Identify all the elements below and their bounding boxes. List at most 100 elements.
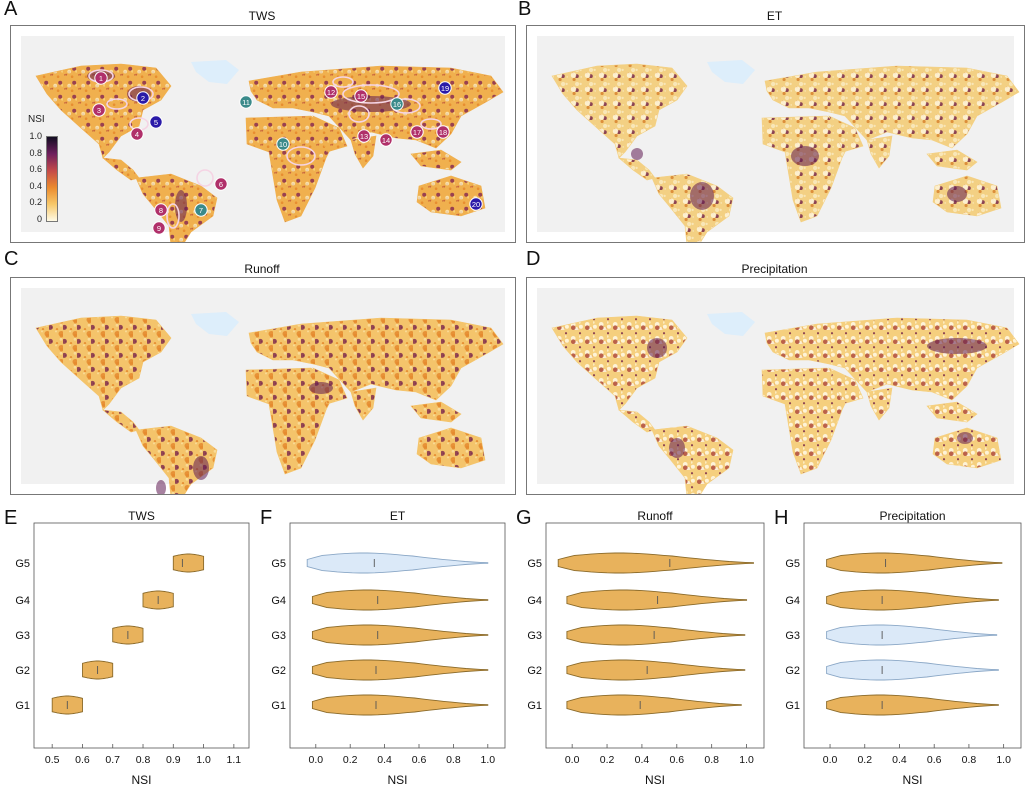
region-marker-12: 12 <box>324 85 338 99</box>
panel-letter-c: C <box>4 248 19 270</box>
violin-panel-g: G Runoff G1 G2 G3 G4 G5 0.0 0.2 0.4 0.6 0.8 1.0 NSI <box>512 500 770 788</box>
violin-g4 <box>826 589 999 611</box>
chart-title: Runoff <box>637 509 673 523</box>
region-marker-label: 6 <box>219 180 223 189</box>
panel-letter: E <box>4 507 17 529</box>
legend-title: NSI <box>28 114 45 125</box>
x-tick-label: 0.8 <box>704 754 719 766</box>
region-marker-label: 3 <box>97 106 101 115</box>
y-tick-label: G3 <box>15 630 30 642</box>
x-tick-label: 0.2 <box>857 754 872 766</box>
y-tick-label: G1 <box>271 700 286 712</box>
map-precipitation <box>526 277 1025 495</box>
panel-letter-a: A <box>4 0 18 20</box>
y-tick-label: G5 <box>785 558 800 570</box>
violin-g2 <box>311 659 489 681</box>
region-marker-label: 8 <box>159 206 163 215</box>
region-marker-label: 16 <box>393 100 401 109</box>
map-title-runoff: Runoff <box>244 262 280 276</box>
violin-panel-h: H Precipitation G1 G2 G3 G4 G5 0.0 0.2 0.4 0.6 0.8 1… <box>770 500 1027 788</box>
nsi-legend: NSI 1.0 0.8 0.6 0.4 0.2 0 <box>22 114 82 226</box>
region-marker-11: 11 <box>239 95 253 109</box>
violin-chart: E TWS G1 G2 G3 G4 G5 0.5 0.6 0.7 0.8 0.9 1.0 1.1 NSI <box>4 507 250 787</box>
y-tick-label: G1 <box>15 700 30 712</box>
panel-letter: H <box>774 507 788 529</box>
violin-chart: G Runoff G1 G2 G3 G4 G5 0.0 0.2 0.4 0.6 0.8 1.0 NSI <box>516 507 765 787</box>
region-marker-7: 7 <box>194 203 208 217</box>
legend-tick-label: 1.0 <box>29 131 42 141</box>
legend-tick-label: 0.8 <box>29 147 42 158</box>
region-marker-4: 4 <box>130 127 144 141</box>
y-tick-label: G3 <box>271 630 286 642</box>
violin-g5 <box>826 552 1003 574</box>
violin-g4 <box>311 589 489 611</box>
x-tick-label: 0.4 <box>635 754 650 766</box>
x-axis-label: NSI <box>902 773 922 787</box>
region-marker-label: 5 <box>154 118 158 127</box>
x-tick-label: 0.6 <box>669 754 684 766</box>
map-title-precipitation: Precipitation <box>741 262 808 276</box>
region-marker-label: 1 <box>99 74 103 83</box>
x-tick-label: 0.4 <box>892 754 907 766</box>
x-tick-label: 0.6 <box>75 754 90 766</box>
violin-g2 <box>826 659 999 681</box>
region-marker-label: 15 <box>357 92 365 101</box>
y-tick-label: G3 <box>527 630 542 642</box>
plot-frame <box>803 522 1022 749</box>
chart-title: TWS <box>128 509 155 523</box>
region-marker-10: 10 <box>276 137 290 151</box>
x-tick-label: 0.9 <box>166 754 181 766</box>
x-tick-label: 0.5 <box>45 754 60 766</box>
y-tick-label: G5 <box>527 558 542 570</box>
region-marker-15: 15 <box>354 89 368 103</box>
region-marker-6: 6 <box>214 177 228 191</box>
x-tick-label: 1.0 <box>196 754 211 766</box>
violin-g3 <box>311 624 489 646</box>
x-axis-label: NSI <box>645 773 665 787</box>
violin-g3 <box>566 624 746 646</box>
plot-frame <box>33 522 250 749</box>
violin-g2 <box>566 659 746 681</box>
violin-g5 <box>306 552 489 574</box>
y-tick-label: G4 <box>271 595 286 607</box>
violin-g1 <box>826 694 999 716</box>
region-marker-2: 2 <box>136 91 150 105</box>
x-tick-label: 0.8 <box>446 754 461 766</box>
region-marker-18: 18 <box>436 125 450 139</box>
violin-panel-e: E TWS G1 G2 G3 G4 G5 0.5 0.6 0.7 0.8 0.9 1.0 1.1 NSI <box>0 500 255 788</box>
region-marker-label: 18 <box>439 128 447 137</box>
region-marker-label: 12 <box>327 88 335 97</box>
x-tick-label: 0.8 <box>136 754 151 766</box>
y-tick-label: G4 <box>15 595 30 607</box>
y-tick-label: G4 <box>785 595 800 607</box>
legend-tick-label: 0.6 <box>29 164 42 175</box>
x-tick-label: 1.1 <box>227 754 242 766</box>
region-marker-label: 20 <box>472 200 480 209</box>
region-marker-label: 10 <box>279 140 287 149</box>
violin-g5 <box>557 552 754 574</box>
x-tick-label: 1.0 <box>480 754 495 766</box>
legend-tick-label: 0 <box>36 214 42 224</box>
legend-tick-label: 0.4 <box>29 180 42 191</box>
region-marker-label: 14 <box>382 136 390 145</box>
y-tick-label: G2 <box>785 665 800 677</box>
x-tick-label: 0.2 <box>600 754 615 766</box>
map-tws: 1 2 3 4 5 6 7 8 9 10 11 12 13 14 15 16 17 18 19 20 <box>10 25 516 243</box>
region-marker-20: 20 <box>469 197 483 211</box>
map-title-tws: TWS <box>248 9 276 23</box>
region-marker-3: 3 <box>92 103 106 117</box>
y-tick-label: G1 <box>527 700 542 712</box>
panel-letter-d: D <box>526 248 541 270</box>
x-tick-label: 0.6 <box>412 754 427 766</box>
map-et <box>526 25 1025 243</box>
y-tick-label: G3 <box>785 630 800 642</box>
violin-g5 <box>172 553 205 573</box>
panel-letter-b: B <box>518 0 532 20</box>
region-marker-label: 11 <box>242 98 250 107</box>
y-tick-label: G2 <box>527 665 542 677</box>
violin-chart: F ET G1 G2 G3 G4 G5 0.0 0.2 0.4 0.6 0.8 1.0 NSI <box>260 507 506 787</box>
x-axis-label: NSI <box>131 773 151 787</box>
x-tick-label: 1.0 <box>739 754 754 766</box>
violin-g1 <box>566 694 742 716</box>
x-tick-label: 0.2 <box>343 754 358 766</box>
